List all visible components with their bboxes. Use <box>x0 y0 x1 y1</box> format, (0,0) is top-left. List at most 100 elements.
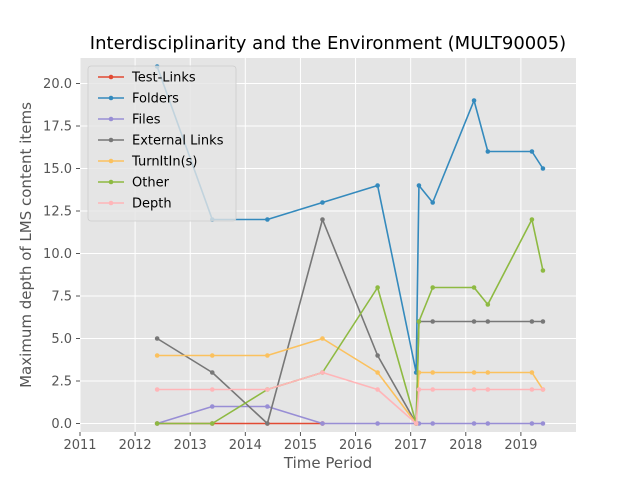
data-point-folders <box>416 183 422 188</box>
y-tick-label: 2.5 <box>51 375 72 390</box>
data-point-folders <box>540 166 546 171</box>
legend-item-other: Other <box>98 176 170 191</box>
series-line-other <box>157 218 544 425</box>
legend: Test-Links Folders Files External Links Turn… <box>87 65 237 222</box>
data-point-other <box>416 319 422 324</box>
legend-item-turnitin-s: TurnItIn(s) <box>98 155 197 170</box>
legend-marker <box>108 200 114 206</box>
data-point-depth <box>320 370 325 375</box>
data-point-depth <box>209 387 215 392</box>
y-axis-label: Maximum depth of LMS content items <box>17 102 35 388</box>
data-point-external-links <box>471 319 477 324</box>
data-point-depth <box>430 387 436 392</box>
data-point-other <box>540 268 546 273</box>
data-point-folders <box>529 149 535 154</box>
grid-lines <box>79 58 576 432</box>
x-tick-label: 2013 <box>174 438 207 453</box>
data-point-external-links <box>485 319 491 324</box>
data-point-files <box>529 421 535 426</box>
legend-item-test-links: Test-Links <box>98 71 196 86</box>
series-line-depth <box>157 371 543 425</box>
data-point-external-links <box>265 421 270 426</box>
data-point-files <box>320 421 325 426</box>
data-point-folders <box>320 200 325 205</box>
legend-item-depth: Depth <box>98 197 172 212</box>
data-point-turnitin-s <box>265 353 270 358</box>
data-point-turnitin-s <box>320 336 325 341</box>
data-point-files <box>430 421 436 426</box>
chart-title: Interdisciplinarity and the Environment … <box>90 33 566 54</box>
x-tick-label: 2011 <box>63 438 96 453</box>
x-tick-label: 2018 <box>449 438 482 453</box>
y-axis-ticks: 0.0 2.5 5.0 7.5 10.0 12.5 15.0 17.5 20.0 <box>43 77 80 432</box>
legend-item-external-links: External Links <box>98 134 224 149</box>
x-tick-label: 2015 <box>284 438 317 453</box>
data-point-turnitin-s <box>209 353 215 358</box>
data-point-external-links <box>154 336 160 341</box>
data-point-turnitin-s <box>529 370 535 375</box>
data-point-folders <box>375 183 380 188</box>
data-point-external-links <box>209 370 215 375</box>
y-tick-label: 17.5 <box>43 120 72 135</box>
data-point-depth <box>154 387 160 392</box>
y-tick-label: 10.0 <box>43 247 72 262</box>
data-point-other <box>529 217 535 222</box>
y-tick-label: 15.0 <box>43 162 72 177</box>
data-point-depth <box>485 387 491 392</box>
series-line-folders <box>156 66 544 374</box>
legend-label: Test-Links <box>131 71 196 86</box>
data-point-other <box>471 285 477 290</box>
data-point-turnitin-s <box>154 353 160 358</box>
data-point-turnitin-s <box>485 370 491 375</box>
legend-item-folders: Folders <box>98 92 179 107</box>
data-point-external-links <box>529 319 535 324</box>
data-point-files <box>540 421 546 426</box>
legend-label: Depth <box>132 197 172 212</box>
legend-marker <box>108 158 114 164</box>
legend-marker <box>108 116 114 122</box>
legend-box <box>87 65 237 222</box>
x-axis-label: Time Period <box>283 454 372 472</box>
data-point-depth <box>265 387 270 392</box>
y-tick-label: 12.5 <box>43 205 72 220</box>
data-point-depth <box>540 387 546 392</box>
data-point-files <box>209 404 215 409</box>
data-point-depth <box>375 387 380 392</box>
data-point-depth <box>413 421 419 426</box>
data-point-files <box>265 404 270 409</box>
data-point-depth <box>529 387 535 392</box>
series-folders <box>154 64 546 375</box>
legend-item-files: Files <box>98 113 161 128</box>
data-point-external-links <box>540 319 546 324</box>
y-tick-label: 0.0 <box>51 417 72 432</box>
x-tick-label: 2019 <box>504 438 537 453</box>
data-point-external-links <box>375 353 380 358</box>
data-point-turnitin-s <box>430 370 436 375</box>
legend-marker <box>108 95 114 101</box>
legend-label: Files <box>132 113 161 128</box>
y-tick-label: 7.5 <box>51 290 72 305</box>
legend-label: Folders <box>132 92 179 107</box>
data-point-turnitin-s <box>375 370 380 375</box>
data-point-other <box>209 421 215 426</box>
data-point-other <box>485 302 491 307</box>
legend-marker <box>108 179 114 185</box>
data-point-external-links <box>430 319 436 324</box>
legend-label: TurnItIn(s) <box>131 155 197 170</box>
data-point-folders <box>265 217 270 222</box>
series-depth <box>154 370 546 426</box>
x-tick-label: 2014 <box>229 438 262 453</box>
y-tick-label: 20.0 <box>43 77 72 92</box>
data-point-other <box>430 285 436 290</box>
data-point-depth <box>471 387 477 392</box>
x-tick-label: 2016 <box>339 438 372 453</box>
legend-label: Other <box>132 176 170 191</box>
series-lines <box>154 64 546 426</box>
data-point-files <box>485 421 491 426</box>
data-point-other <box>375 285 380 290</box>
data-point-files <box>375 421 380 426</box>
data-point-folders <box>430 200 436 205</box>
data-point-other <box>154 421 160 426</box>
